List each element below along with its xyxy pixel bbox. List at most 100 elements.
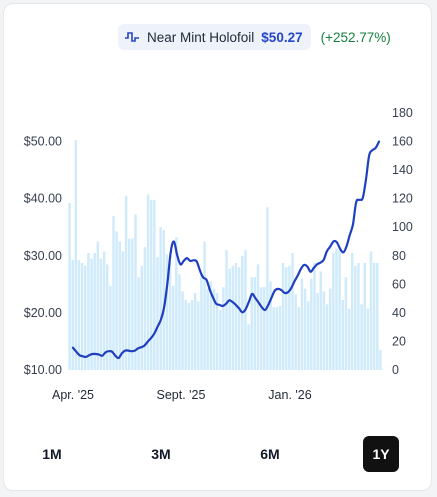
volume-bar <box>332 252 335 370</box>
volume-bar <box>184 300 187 370</box>
volume-bar <box>369 251 373 370</box>
volume-bar <box>193 292 197 370</box>
volume-bar <box>159 227 162 370</box>
volume-bar <box>206 288 209 370</box>
volume-bar <box>200 274 203 370</box>
volume-bar <box>347 308 351 370</box>
legend-percent-change: (+252.77%) <box>320 29 391 45</box>
volume-bar <box>278 305 282 370</box>
price-chart-card <box>3 3 432 491</box>
legend-series-pill[interactable]: Near Mint Holofoil $50.27 <box>118 24 311 50</box>
volume-bar <box>250 277 253 370</box>
range-button-6m[interactable]: 6M <box>260 446 280 462</box>
x-axis: Apr. '25 Sept. '25 Jan. '26 <box>52 388 312 402</box>
volume-bar <box>288 265 291 370</box>
volume-bar <box>171 285 175 370</box>
volume-bar <box>310 278 313 370</box>
volume-bar <box>153 200 156 370</box>
volume-bar <box>372 262 376 370</box>
volume-bar <box>187 302 191 370</box>
y-left-tick-label: $50.00 <box>24 135 62 149</box>
volume-bar <box>294 294 297 370</box>
volume-bar <box>222 287 225 370</box>
range-button-1y[interactable]: 1Y <box>363 436 399 472</box>
volume-bar <box>80 262 84 370</box>
volume-bar <box>234 262 238 370</box>
volume-bar <box>272 307 275 370</box>
x-tick-label: Apr. '25 <box>52 388 94 402</box>
y-right-tick-label: 160 <box>392 135 413 149</box>
volume-bar <box>237 267 241 370</box>
volume-bar <box>168 262 172 370</box>
volume-bar <box>87 252 90 370</box>
y-left-tick-label: $40.00 <box>24 192 62 206</box>
volume-bar <box>90 258 93 370</box>
volume-bar <box>231 265 235 370</box>
volume-bar <box>209 281 213 370</box>
volume-bar <box>134 214 137 370</box>
volume-bar <box>99 258 103 370</box>
line-chart-icon <box>124 31 140 43</box>
y-right-tick-label: 40 <box>392 306 406 320</box>
y-right-tick-label: 80 <box>392 249 406 263</box>
volume-bar <box>297 307 301 370</box>
volume-bar <box>68 202 71 370</box>
volume-bar <box>181 291 184 370</box>
y-axis-right: 0 20 40 60 80 100 120 140 160 180 <box>392 106 413 377</box>
volume-bar <box>341 300 344 370</box>
volume-bar <box>281 262 285 370</box>
volume-bar <box>256 264 260 370</box>
volume-bar <box>165 254 169 370</box>
price-line-layer <box>71 140 381 360</box>
y-right-tick-label: 120 <box>392 192 413 206</box>
volume-bar <box>74 140 78 370</box>
volume-bar <box>366 308 370 370</box>
y-right-tick-label: 140 <box>392 163 413 177</box>
volume-bar <box>77 260 81 370</box>
range-button-3m[interactable]: 3M <box>151 446 171 462</box>
volume-bar <box>128 238 131 370</box>
price-chart: $10.00 $20.00 $30.00 $40.00 $50.00 0 20 40 60 80… <box>24 106 413 402</box>
volume-bar <box>306 301 310 370</box>
volume-bar <box>203 241 206 370</box>
volume-bar <box>146 194 150 370</box>
volume-bar <box>363 262 366 370</box>
volume-bar <box>156 257 159 370</box>
volume-bar <box>137 277 140 370</box>
volume-bar <box>379 350 382 370</box>
volume-bar <box>175 237 178 370</box>
volume-bar <box>143 247 147 370</box>
range-button-1m[interactable]: 1M <box>42 446 62 462</box>
y-right-tick-label: 180 <box>392 106 413 120</box>
volume-bar <box>162 230 165 370</box>
volume-bar <box>102 251 106 370</box>
y-left-tick-label: $20.00 <box>24 306 62 320</box>
volume-bar <box>259 287 263 370</box>
volume-bar <box>215 292 219 370</box>
volume-bar <box>319 271 322 370</box>
volume-bar <box>328 288 332 370</box>
volume-bar <box>84 265 87 370</box>
y-right-tick-label: 20 <box>392 334 406 348</box>
volume-bar <box>121 251 125 370</box>
volume-bar <box>118 241 122 370</box>
chart-legend: Near Mint Holofoil $50.27 (+252.77%) <box>118 24 391 50</box>
volume-bars <box>68 140 382 370</box>
volume-bar <box>140 265 144 370</box>
volume-bar <box>219 310 222 370</box>
y-axis-left: $10.00 $20.00 $30.00 $40.00 $50.00 <box>24 135 62 377</box>
volume-bar <box>285 267 288 370</box>
volume-bar <box>93 252 96 370</box>
volume-bar <box>338 250 341 370</box>
volume-bar <box>178 274 181 370</box>
time-range-selector: 1M 3M 6M 1Y <box>0 436 437 472</box>
volume-bar <box>124 195 128 370</box>
volume-bar <box>190 300 194 370</box>
y-right-tick-label: 0 <box>392 363 399 377</box>
x-tick-label: Jan. '26 <box>268 388 311 402</box>
volume-bar <box>197 301 200 370</box>
volume-bar <box>115 231 118 370</box>
volume-bar <box>344 277 348 370</box>
volume-bar <box>71 260 74 370</box>
volume-bar <box>335 248 338 370</box>
